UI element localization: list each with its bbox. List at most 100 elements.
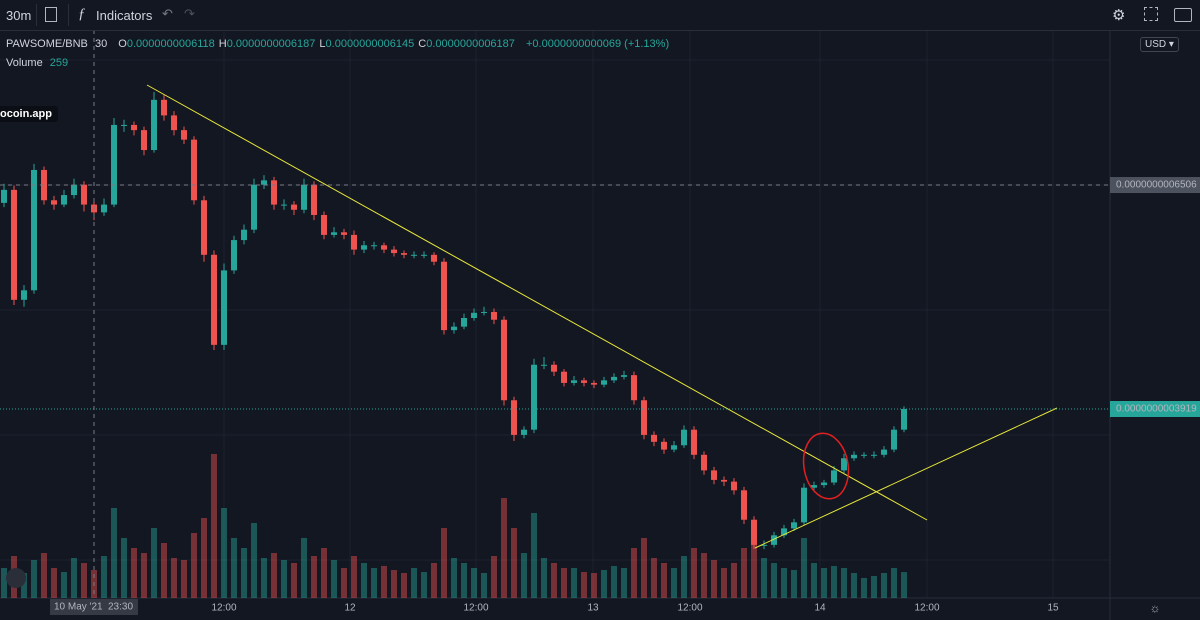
candle-body: [631, 375, 637, 401]
volume-bar: [141, 553, 147, 598]
ohlc: O0.0000000006118 H0.0000000006187 L0.00000…: [118, 38, 519, 50]
candle-body: [341, 232, 347, 235]
volume-bar: [131, 548, 137, 598]
candle-body: [521, 429, 527, 435]
candle-body: [601, 380, 607, 385]
candle-body: [151, 99, 157, 151]
candle-body: [741, 490, 747, 520]
volume-bar: [251, 523, 257, 598]
volume-bar: [171, 558, 177, 598]
candle-body: [821, 482, 827, 486]
volume-bar: [761, 558, 767, 598]
volume-bar: [511, 528, 517, 598]
volume-bar: [211, 454, 217, 598]
candle-body: [791, 522, 797, 529]
candle-body: [861, 454, 867, 456]
candle-body: [591, 382, 597, 385]
candle-body: [181, 130, 187, 140]
candle-body: [281, 204, 287, 206]
volume-bar: [831, 566, 837, 598]
candle-body: [361, 245, 367, 250]
ohlc-label: L: [319, 38, 326, 50]
candle-body: [351, 234, 357, 250]
fx-icon[interactable]: ƒ: [78, 6, 86, 22]
candle-body: [731, 481, 737, 491]
volume-bar: [221, 508, 227, 598]
candle-body: [121, 124, 127, 126]
volume-bar: [581, 572, 587, 598]
volume-bar: [31, 560, 37, 598]
volume-bar: [381, 566, 387, 598]
candle-body: [381, 245, 387, 250]
snapshot[interactable]: [1174, 8, 1192, 22]
candle-body: [611, 376, 617, 381]
candle-body: [711, 470, 717, 480]
candle-body: [371, 245, 377, 247]
candle-body: [561, 371, 567, 383]
volume-legend: Volume 259: [6, 57, 72, 69]
candle-body: [671, 445, 677, 450]
volume-bar: [501, 498, 507, 598]
x-tick-label: 12:00: [677, 603, 702, 614]
candle-body: [251, 184, 257, 230]
volume-bar: [101, 556, 107, 598]
volume-bar: [531, 513, 537, 598]
candle-body: [291, 204, 297, 210]
volume-bar: [861, 578, 867, 598]
volume-bar: [621, 568, 627, 598]
logo: [6, 568, 26, 588]
volume-bar: [671, 568, 677, 598]
candle-body: [511, 400, 517, 435]
candle-body: [171, 115, 177, 131]
candle-body: [111, 124, 117, 205]
undo[interactable]: ↶: [162, 6, 173, 21]
candle-body: [441, 261, 447, 331]
candle-body: [661, 441, 667, 450]
crosshair-time: 23:30: [108, 602, 133, 613]
volume-bar: [21, 573, 27, 598]
trend-line: [146, 84, 928, 521]
volume-bar: [231, 538, 237, 598]
candle-body: [421, 254, 427, 256]
volume-bar: [871, 576, 877, 598]
candle-body: [131, 124, 137, 131]
candle-body: [621, 375, 627, 377]
candle-body: [331, 232, 337, 235]
ohlc-value: 0.0000000006187: [226, 38, 316, 50]
divider: [68, 4, 69, 26]
volume-bar: [41, 553, 47, 598]
candle-body: [501, 319, 507, 401]
volume-bar: [841, 568, 847, 598]
candle-body: [871, 454, 877, 456]
candle-body: [81, 184, 87, 205]
volume-bar: [301, 538, 307, 598]
volume-bar: [161, 543, 167, 598]
candle-body: [191, 139, 197, 201]
volume-bar: [61, 572, 67, 598]
interval-button[interactable]: 30m: [6, 8, 32, 23]
candle-body: [321, 214, 327, 235]
candle-body: [31, 169, 37, 291]
volume-bar: [151, 528, 157, 598]
currency-select[interactable]: USD ▾: [1140, 37, 1179, 52]
chart-type-icon[interactable]: [45, 7, 57, 22]
candle-body: [691, 429, 697, 455]
volume-bar: [431, 563, 437, 598]
volume-bar: [711, 560, 717, 598]
candle-body: [11, 189, 17, 300]
candle-body: [881, 449, 887, 455]
candle-body: [531, 364, 537, 430]
redo[interactable]: ↷: [184, 6, 195, 21]
volume-bar: [391, 570, 397, 598]
indicators-button[interactable]: Indicators: [96, 8, 153, 23]
volume-bar: [901, 572, 907, 598]
volume-bar: [81, 563, 87, 598]
symbol[interactable]: PAWSOME/BNB: [6, 38, 88, 50]
candle-body: [701, 454, 707, 471]
settings[interactable]: ⚙: [1112, 7, 1126, 24]
candle-body: [541, 364, 547, 366]
candle-body: [491, 311, 497, 320]
candle-body: [1, 189, 7, 203]
candle-body: [831, 470, 837, 483]
fullscreen[interactable]: [1144, 7, 1158, 21]
